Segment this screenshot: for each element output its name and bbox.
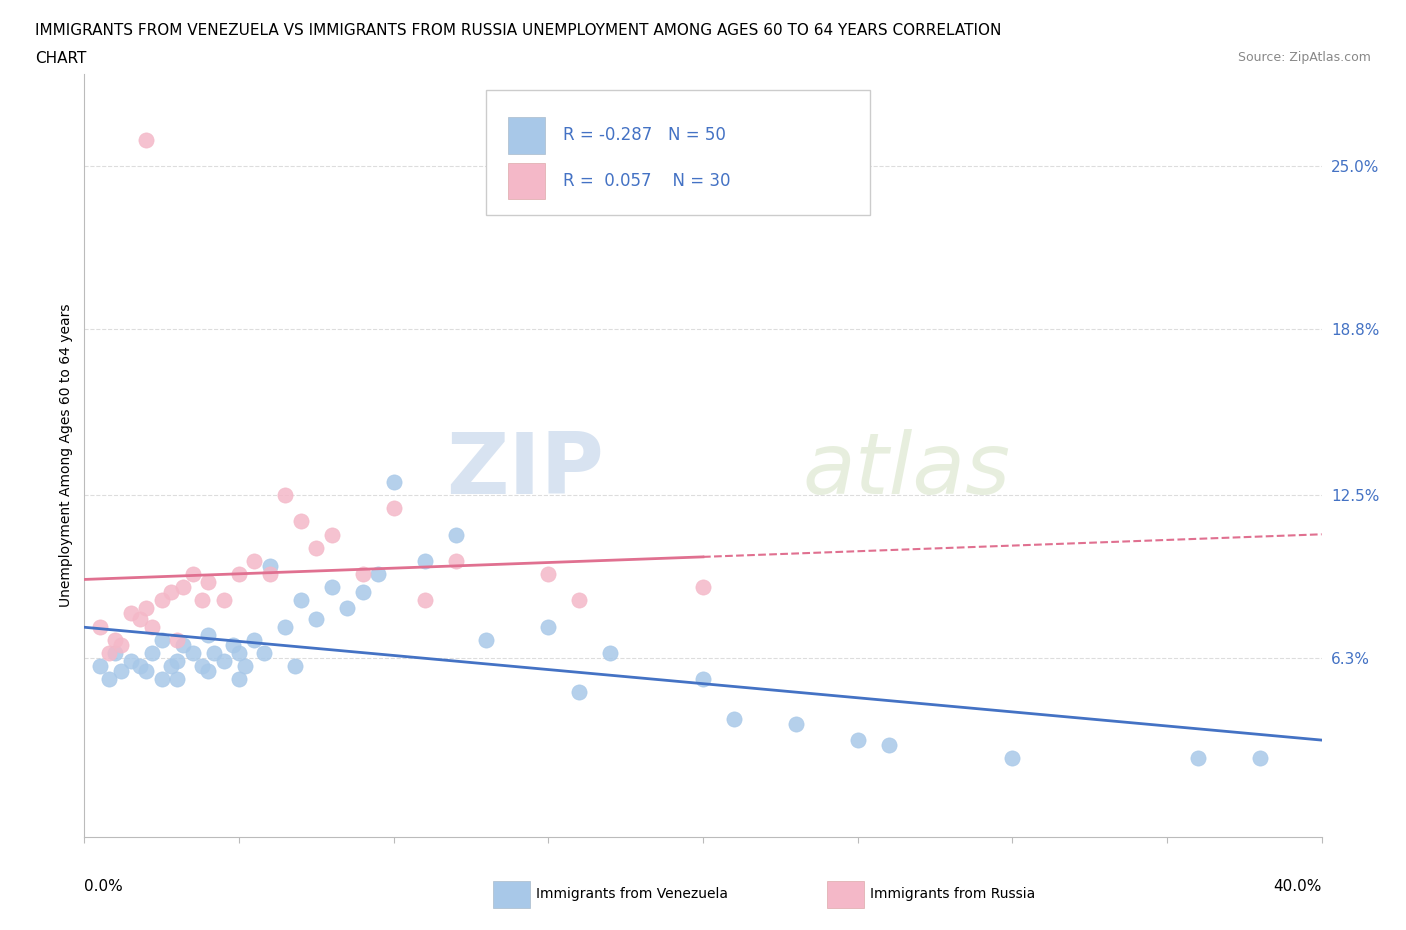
Point [129, 611, 152, 626]
Point [367, 566, 389, 581]
Bar [492, 882, 530, 908]
Point [284, 658, 307, 673]
Point [197, 664, 219, 679]
Point [135, 601, 157, 616]
Point [181, 645, 204, 660]
Point [129, 658, 152, 673]
Point [692, 671, 714, 686]
Bar [508, 117, 544, 153]
Point [259, 566, 281, 581]
Y-axis label: Unemployment Among Ages 60 to 64 years: Unemployment Among Ages 60 to 64 years [59, 304, 73, 607]
Text: Source: ZipAtlas.com: Source: ZipAtlas.com [1237, 51, 1371, 64]
Point [274, 487, 297, 502]
Point [150, 632, 173, 647]
Point [104, 645, 127, 660]
Point [537, 566, 560, 581]
Point [382, 501, 405, 516]
Point [191, 658, 214, 673]
Point [166, 632, 188, 647]
Point [1249, 751, 1271, 765]
Point [141, 645, 163, 660]
Text: CHART: CHART [35, 51, 87, 66]
Point [846, 732, 869, 747]
Point [110, 664, 132, 679]
Point [253, 645, 276, 660]
Point [877, 737, 900, 752]
Point [233, 658, 256, 673]
Point [150, 593, 173, 608]
Point [444, 527, 467, 542]
Point [197, 627, 219, 642]
Point [785, 716, 807, 731]
Point [1001, 751, 1024, 765]
Point [150, 671, 173, 686]
Text: R =  0.057    N = 30: R = 0.057 N = 30 [564, 172, 731, 190]
Point [692, 579, 714, 594]
Point [568, 593, 591, 608]
Point [290, 514, 312, 529]
Text: IMMIGRANTS FROM VENEZUELA VS IMMIGRANTS FROM RUSSIA UNEMPLOYMENT AMONG AGES 60 T: IMMIGRANTS FROM VENEZUELA VS IMMIGRANTS … [35, 23, 1001, 38]
Point [120, 606, 142, 621]
Point [568, 684, 591, 699]
Point [321, 579, 343, 594]
Point [228, 566, 250, 581]
Point [98, 645, 121, 660]
Point [212, 593, 235, 608]
Point [599, 645, 621, 660]
Point [305, 611, 328, 626]
Point [222, 638, 245, 653]
Point [228, 645, 250, 660]
Point [89, 619, 111, 634]
Point [475, 632, 498, 647]
Text: ZIP: ZIP [446, 430, 605, 512]
Point [305, 540, 328, 555]
Point [212, 654, 235, 669]
Point [444, 553, 467, 568]
FancyBboxPatch shape [486, 89, 870, 216]
Point [243, 553, 266, 568]
Point [160, 585, 183, 600]
Point [191, 593, 214, 608]
Point [166, 671, 188, 686]
Text: 40.0%: 40.0% [1274, 879, 1322, 894]
Point [352, 566, 374, 581]
Point [228, 671, 250, 686]
Text: R = -0.287   N = 50: R = -0.287 N = 50 [564, 126, 725, 144]
Point [243, 632, 266, 647]
Point [1187, 751, 1209, 765]
Point [537, 619, 560, 634]
Point [197, 575, 219, 590]
Point [120, 654, 142, 669]
Point [382, 474, 405, 489]
Point [274, 619, 297, 634]
Point [259, 559, 281, 574]
Point [290, 593, 312, 608]
Point [413, 593, 436, 608]
Point [135, 664, 157, 679]
Point [202, 645, 225, 660]
Point [135, 133, 157, 148]
Text: atlas: atlas [801, 430, 1010, 512]
Text: Immigrants from Russia: Immigrants from Russia [870, 887, 1035, 901]
Point [104, 632, 127, 647]
Point [352, 585, 374, 600]
Text: Immigrants from Venezuela: Immigrants from Venezuela [536, 887, 728, 901]
Bar [827, 882, 863, 908]
Point [160, 658, 183, 673]
Point [413, 553, 436, 568]
Bar [508, 163, 544, 199]
Point [172, 579, 194, 594]
Point [723, 711, 745, 726]
Point [321, 527, 343, 542]
Point [110, 638, 132, 653]
Point [166, 654, 188, 669]
Point [172, 638, 194, 653]
Point [141, 619, 163, 634]
Point [89, 658, 111, 673]
Point [98, 671, 121, 686]
Point [336, 601, 359, 616]
Text: 0.0%: 0.0% [84, 879, 124, 894]
Point [181, 566, 204, 581]
